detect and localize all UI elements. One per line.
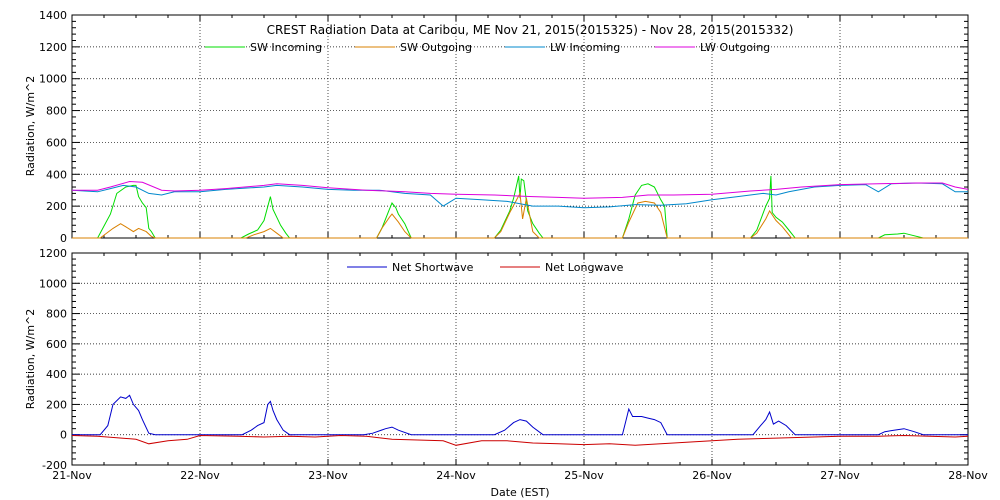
x-tick-label: 23-Nov bbox=[308, 469, 348, 482]
series-line-lw-incoming bbox=[71, 182, 968, 209]
legend-label-net-longwave: Net Longwave bbox=[545, 261, 624, 274]
y-tick-label: 0 bbox=[60, 232, 67, 245]
top-panel-grid bbox=[72, 15, 968, 238]
x-tick-label: 22-Nov bbox=[180, 469, 220, 482]
y-tick-label: 1000 bbox=[39, 277, 67, 290]
legend-label-lw-outgoing: LW Outgoing bbox=[700, 41, 770, 54]
legend-label-net-shortwave: Net Shortwave bbox=[392, 261, 474, 274]
legend-label-lw-incoming: LW Incoming bbox=[550, 41, 620, 54]
x-tick-label: 24-Nov bbox=[436, 469, 476, 482]
y-tick-label: 200 bbox=[46, 200, 67, 213]
bottom-y-axis-label: Radiation, W/m^2 bbox=[24, 309, 37, 410]
legend-label-sw-incoming: SW Incoming bbox=[250, 41, 322, 54]
series-line-sw-outgoing bbox=[72, 191, 968, 239]
y-tick-label: 400 bbox=[46, 368, 67, 381]
top-panel-series bbox=[71, 175, 969, 239]
top-panel-ticks: 0 200 400 600 800 1000 1200 1400 bbox=[39, 9, 969, 245]
x-tick-label: 28-Nov bbox=[948, 469, 988, 482]
y-tick-label: 800 bbox=[46, 308, 67, 321]
series-line-net-shortwave bbox=[72, 394, 968, 436]
x-axis-label: Date (EST) bbox=[490, 486, 549, 499]
bottom-panel-grid bbox=[72, 253, 968, 465]
series-line-lw-outgoing bbox=[72, 180, 969, 199]
y-tick-label: 200 bbox=[46, 398, 67, 411]
y-tick-label: 1200 bbox=[39, 247, 67, 260]
bottom-panel-frame bbox=[71, 252, 969, 466]
y-tick-label: 800 bbox=[46, 105, 67, 118]
series-line-sw-incoming bbox=[72, 175, 968, 239]
y-tick-label: 1000 bbox=[39, 73, 67, 86]
legend-label-sw-outgoing: SW Outgoing bbox=[400, 41, 472, 54]
y-tick-label: 600 bbox=[46, 136, 67, 149]
x-tick-label: 27-Nov bbox=[820, 469, 860, 482]
bottom-panel: -200 0 200 400 600 800 1000 1200 Radiation, W/m… bbox=[24, 247, 969, 472]
y-tick-label: 0 bbox=[60, 429, 67, 442]
chart-title: CREST Radiation Data at Caribou, ME Nov … bbox=[267, 23, 794, 37]
x-tick-label: 21-Nov bbox=[52, 469, 92, 482]
x-tick-label: 25-Nov bbox=[564, 469, 604, 482]
series-line-net-longwave bbox=[71, 434, 969, 446]
y-tick-label: 400 bbox=[46, 168, 67, 181]
y-tick-label: 1400 bbox=[39, 9, 67, 22]
y-tick-label: 600 bbox=[46, 338, 67, 351]
x-axis-tick-labels: 21-Nov 22-Nov 23-Nov 24-Nov 25-Nov 26-Nov 27-N… bbox=[52, 469, 988, 482]
top-panel-frame bbox=[71, 14, 969, 239]
top-legend: SW Incoming SW Outgoing LW Incoming LW Outg… bbox=[205, 41, 770, 54]
y-tick-label: -200 bbox=[42, 459, 67, 472]
bottom-legend: Net Shortwave Net Longwave bbox=[347, 261, 624, 274]
top-panel: 0 200 400 600 800 1000 1200 1400 CREST Radiatio… bbox=[24, 9, 969, 245]
top-y-axis-label: Radiation, W/m^2 bbox=[24, 76, 37, 177]
bottom-panel-ticks: -200 0 200 400 600 800 1000 1200 bbox=[39, 247, 969, 472]
bottom-panel-series bbox=[71, 394, 969, 446]
y-tick-label: 1200 bbox=[39, 41, 67, 54]
x-tick-label: 26-Nov bbox=[692, 469, 732, 482]
